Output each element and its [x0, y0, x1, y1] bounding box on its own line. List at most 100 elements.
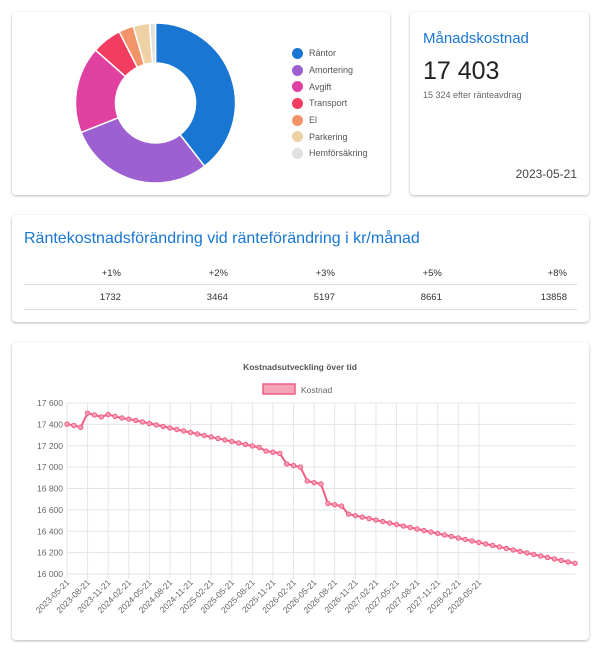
rate-header-8: +8% — [451, 262, 577, 285]
donut-slice-hemförsäkring — [148, 22, 157, 64]
data-point — [496, 544, 503, 550]
data-point — [290, 462, 297, 469]
data-point — [215, 435, 221, 442]
data-point — [393, 521, 400, 528]
data-point — [489, 542, 496, 549]
y-tick-label: 16 800 — [37, 484, 63, 494]
legend-label: El — [309, 115, 318, 126]
data-point — [325, 500, 331, 507]
y-tick-label: 17 000 — [37, 462, 63, 472]
legend-item[interactable]: Transport — [292, 95, 368, 112]
data-point — [469, 538, 475, 544]
legend-label: Transport — [309, 98, 348, 109]
legend-item[interactable]: Amortering — [292, 62, 368, 79]
donut-chart — [74, 22, 237, 184]
data-point — [380, 518, 386, 525]
data-point — [263, 448, 269, 454]
legend-swatch — [292, 114, 303, 126]
rate-value-1: 1732 — [24, 284, 131, 310]
data-point — [517, 548, 523, 555]
data-point — [476, 539, 482, 546]
data-point — [359, 514, 365, 520]
data-point — [510, 547, 516, 553]
legend-item[interactable]: Avgift — [292, 78, 368, 95]
data-point — [544, 554, 551, 561]
data-point — [435, 530, 441, 537]
legend-item[interactable]: Hemförsäkring — [292, 145, 368, 162]
rate-change-value-row: 1732 3464 5197 8661 13858 — [24, 284, 577, 310]
data-point — [98, 414, 105, 420]
rate-header-5: +5% — [344, 262, 452, 285]
rate-change-header-row: +1% +2% +3% +5% +8% — [24, 262, 577, 285]
data-point — [160, 423, 166, 430]
y-tick-label: 16 400 — [37, 526, 63, 536]
y-tick-label: 17 400 — [37, 419, 63, 429]
data-point — [187, 429, 194, 436]
data-point — [283, 461, 290, 467]
data-point — [386, 520, 393, 526]
donut-slice-amortering — [80, 116, 206, 184]
data-point — [332, 502, 338, 508]
y-tick-label: 16 000 — [37, 569, 63, 579]
data-point — [455, 535, 461, 541]
data-point — [119, 415, 125, 421]
monthly-cost-value: 17 403 — [423, 57, 500, 85]
rate-header-3: +3% — [237, 262, 345, 285]
donut-legend: Räntor Amortering Avgift Transport El Parkeri… — [292, 45, 368, 162]
data-point — [304, 478, 310, 484]
rate-value-5: 8661 — [344, 284, 452, 310]
cost-breakdown-card: Räntor Amortering Avgift Transport El Parkeri… — [12, 12, 390, 195]
data-point — [78, 424, 84, 431]
data-point — [181, 428, 187, 434]
y-tick-label: 16 200 — [37, 548, 63, 558]
data-point — [167, 425, 173, 431]
data-point — [132, 417, 139, 424]
data-point — [428, 529, 434, 535]
data-point — [270, 449, 276, 455]
legend-item[interactable]: Parkering — [292, 128, 368, 145]
data-point — [318, 481, 324, 487]
legend-label-kostnad: Kostnad — [301, 385, 332, 395]
data-point — [338, 503, 345, 509]
rate-change-card: Räntekostnadsförändring vid ränteförändr… — [12, 215, 589, 322]
data-point — [407, 524, 413, 531]
data-point — [537, 553, 544, 559]
y-tick-label: 16 600 — [37, 505, 63, 515]
data-point — [373, 517, 379, 523]
data-point — [126, 416, 132, 422]
data-point — [565, 559, 571, 565]
data-point — [483, 541, 489, 547]
legend-swatch — [262, 383, 296, 395]
legend-swatch — [292, 97, 303, 109]
data-point — [256, 444, 262, 451]
data-point — [174, 426, 180, 433]
data-point — [71, 422, 77, 429]
data-point — [64, 421, 70, 427]
data-point — [105, 411, 111, 418]
data-point — [311, 479, 317, 486]
rate-value-2: 3464 — [130, 284, 238, 310]
line-chart: Kostnadsutveckling över tid Kostnad 16 000… — [34, 362, 578, 615]
cost-over-time-card: Kostnadsutveckling över tid Kostnad 16 000… — [12, 342, 589, 640]
legend-item[interactable]: El — [292, 112, 368, 129]
y-tick-label: 17 200 — [37, 441, 63, 451]
legend-label: Avgift — [309, 81, 332, 92]
data-point — [572, 560, 578, 567]
rate-change-title: Räntekostnadsförändring vid ränteförändr… — [24, 230, 420, 247]
rate-change-table: +1% +2% +3% +5% +8% 1732 3464 5197 8661 … — [24, 262, 577, 310]
data-point — [201, 432, 207, 439]
data-point — [222, 437, 228, 443]
data-point — [297, 464, 304, 470]
y-tick-label: 17 600 — [37, 398, 63, 408]
data-point — [84, 410, 91, 416]
legend-swatch — [292, 47, 303, 59]
legend-swatch — [292, 131, 303, 143]
monthly-cost-card: Månadskostnad 17 403 15 324 efter räntea… — [410, 12, 589, 195]
data-point — [139, 419, 146, 425]
rate-value-3: 5197 — [237, 284, 345, 310]
legend-item[interactable]: Räntor — [292, 45, 368, 62]
data-point — [229, 438, 235, 445]
data-point — [242, 441, 249, 448]
data-point — [112, 413, 118, 420]
legend-label: Amortering — [309, 65, 354, 76]
